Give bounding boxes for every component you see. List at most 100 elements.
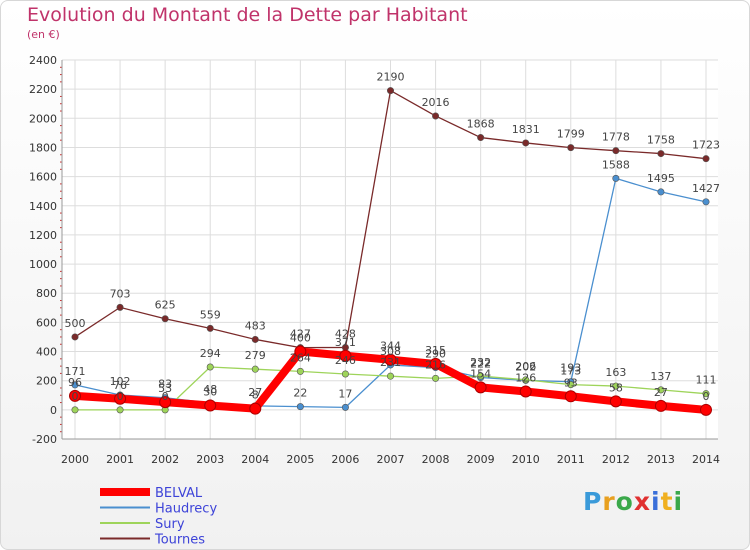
y-tick-label: 1200 [29, 229, 57, 242]
data-label-haudrecy: 222 [470, 357, 491, 370]
x-tick-label: 2003 [196, 453, 224, 466]
data-label-belval: 58 [609, 381, 623, 394]
data-label-sury: 216 [425, 358, 446, 371]
y-tick-label: 400 [36, 346, 57, 359]
data-label-tournes: 500 [65, 317, 86, 330]
data-label-haudrecy: 290 [425, 348, 446, 361]
y-tick-label: -200 [32, 433, 57, 446]
y-tick-label: 600 [36, 316, 57, 329]
data-point-tournes [432, 112, 440, 120]
data-point-belval [69, 389, 81, 402]
data-point-sury [522, 376, 530, 384]
legend-label-belval: BELVAL [155, 486, 203, 501]
data-point-haudrecy [296, 403, 304, 411]
data-label-haudrecy: 193 [560, 362, 581, 375]
data-label-belval: 0 [703, 390, 710, 403]
data-point-sury [386, 372, 394, 380]
data-label-sury: 264 [290, 351, 311, 364]
y-tick-label: 1800 [29, 141, 57, 154]
data-point-belval [339, 349, 352, 362]
data-label-sury: 111 [696, 374, 717, 387]
y-tick-label: 200 [36, 375, 57, 388]
data-label-sury: 279 [245, 349, 266, 362]
chart-title: Evolution du Montant de la Dette par Hab… [27, 4, 468, 26]
data-point-sury [71, 406, 79, 414]
data-label-tournes: 428 [335, 327, 356, 340]
x-tick-label: 2002 [151, 453, 179, 466]
data-label-sury: 173 [560, 365, 581, 378]
data-label-belval: 315 [425, 344, 446, 357]
data-label-haudrecy: 22 [293, 387, 307, 400]
data-point-haudrecy [657, 188, 665, 196]
data-label-belval: 96 [68, 376, 82, 389]
data-label-tournes: 625 [155, 299, 176, 312]
x-tick-label: 2012 [602, 453, 630, 466]
x-tick-label: 2009 [467, 453, 495, 466]
data-label-belval: 400 [290, 332, 311, 345]
data-label-belval: 371 [335, 336, 356, 349]
data-point-sury [432, 374, 440, 382]
data-label-belval: 30 [203, 385, 217, 398]
data-point-tournes [71, 333, 79, 341]
data-label-tournes: 1778 [602, 131, 630, 144]
y-tick-label: 1400 [29, 200, 57, 213]
data-point-belval [204, 399, 217, 412]
x-tick-label: 2004 [241, 453, 269, 466]
x-tick-label: 2001 [106, 453, 134, 466]
data-label-tournes: 1758 [647, 134, 675, 147]
data-point-sury [612, 382, 620, 390]
data-label-tournes: 2016 [422, 96, 450, 109]
data-point-sury [702, 390, 710, 398]
data-label-belval: 76 [113, 379, 127, 392]
data-label-belval: 126 [515, 371, 536, 384]
data-label-sury: 294 [200, 347, 221, 360]
data-point-sury [251, 365, 259, 373]
data-label-sury: 0 [162, 390, 169, 403]
data-label-sury: 0 [72, 390, 79, 403]
y-tick-label: 2200 [29, 83, 57, 96]
y-tick-label: 0 [50, 404, 57, 417]
data-label-sury: 246 [335, 354, 356, 367]
x-tick-label: 2007 [377, 453, 405, 466]
data-point-tournes [116, 303, 124, 311]
x-tick-label: 2014 [692, 453, 720, 466]
data-point-belval [700, 403, 712, 416]
data-point-belval [114, 392, 127, 405]
data-label-belval: 344 [380, 340, 401, 353]
x-tick-label: 2011 [557, 453, 585, 466]
data-point-haudrecy [702, 198, 710, 206]
data-label-belval: 53 [158, 382, 172, 395]
data-label-haudrecy: 83 [158, 378, 172, 391]
data-label-haudrecy: 17 [338, 387, 352, 400]
data-point-tournes [477, 134, 485, 142]
legend-label-tournes: Tournes [154, 533, 205, 548]
data-point-tournes [161, 315, 169, 323]
data-label-haudrecy: 171 [65, 365, 86, 378]
data-point-tournes [567, 144, 575, 152]
data-point-tournes [251, 335, 259, 343]
data-point-belval [474, 381, 487, 394]
data-label-tournes: 703 [110, 287, 131, 300]
data-point-belval [249, 402, 262, 415]
data-label-haudrecy: 102 [110, 375, 131, 388]
data-label-belval: 154 [470, 367, 491, 380]
data-point-belval [159, 396, 172, 409]
data-label-haudrecy: 308 [380, 345, 401, 358]
data-point-belval [609, 395, 622, 408]
data-point-belval [519, 385, 532, 398]
x-tick-label: 2006 [331, 453, 359, 466]
legend-label-sury: Sury [155, 517, 185, 532]
y-tick-label: 1600 [29, 171, 57, 184]
x-tick-label: 2000 [61, 453, 89, 466]
y-tick-label: 800 [36, 287, 57, 300]
data-label-haudrecy: 1588 [602, 158, 630, 171]
data-label-tournes: 559 [200, 308, 221, 321]
data-point-sury [657, 386, 665, 394]
data-point-tournes [386, 87, 394, 95]
data-point-tournes [657, 150, 665, 158]
data-label-tournes: 427 [290, 328, 311, 341]
y-tick-label: 2400 [29, 54, 57, 67]
data-label-tournes: 1723 [692, 139, 720, 152]
data-label-haudrecy: 48 [203, 383, 217, 396]
